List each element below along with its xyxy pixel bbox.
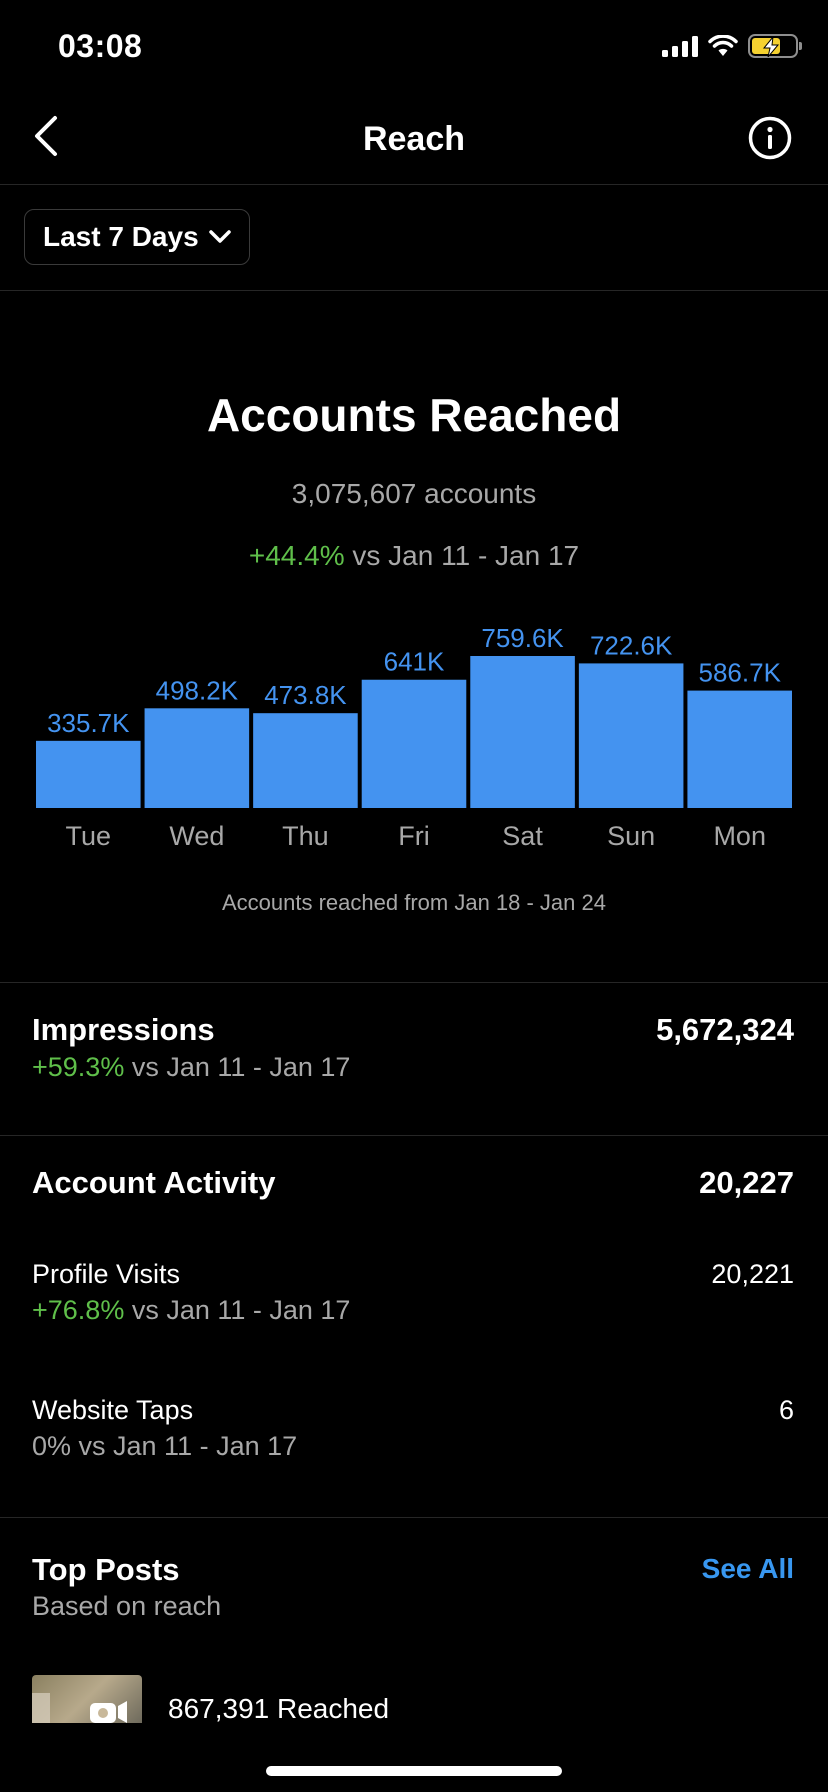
chart-bar-mon[interactable] — [687, 690, 792, 808]
impressions-label: Impressions — [32, 1012, 215, 1047]
date-range-dropdown[interactable]: Last 7 Days — [24, 209, 250, 265]
divider — [0, 1135, 828, 1136]
chevron-left-icon — [35, 116, 57, 156]
impressions-comparison: +59.3% vs Jan 11 - Jan 17 — [32, 1052, 350, 1083]
chart-value-label: 498.2K — [156, 675, 239, 705]
battery-charging-icon — [748, 34, 802, 58]
impressions-value: 5,672,324 — [656, 1012, 794, 1047]
reach-compare-period: vs Jan 11 - Jan 17 — [344, 540, 580, 571]
info-icon — [748, 116, 792, 160]
impressions-compare-period: vs Jan 11 - Jan 17 — [124, 1052, 351, 1082]
website-taps-label: Website Taps — [32, 1395, 194, 1425]
chart-day-label: Mon — [713, 821, 766, 851]
website-taps-comparison: 0% vs Jan 11 - Jan 17 — [32, 1431, 298, 1461]
chart-value-label: 335.7K — [47, 708, 130, 738]
info-button[interactable] — [748, 116, 792, 160]
reach-comparison: +44.4% vs Jan 11 - Jan 17 — [0, 540, 828, 572]
chart-day-label: Wed — [169, 821, 224, 851]
chart-value-label: 722.6K — [590, 630, 673, 660]
top-post-thumbnail[interactable] — [32, 1675, 142, 1723]
chart-day-label: Fri — [398, 821, 429, 851]
chart-value-label: 641K — [384, 647, 445, 677]
top-post-reached: 867,391 Reached — [168, 1693, 390, 1724]
profile-visits-label: Profile Visits — [32, 1259, 181, 1289]
nav-header: Reach — [0, 90, 828, 185]
impressions-change: +59.3% — [32, 1052, 125, 1082]
account-activity-value: 20,227 — [699, 1165, 794, 1200]
website-taps-value: 6 — [778, 1395, 794, 1425]
video-icon — [32, 1693, 127, 1723]
wifi-icon — [708, 35, 738, 56]
date-range-label: Last 7 Days — [43, 221, 199, 252]
chart-day-label: Sat — [502, 821, 543, 851]
chart-caption: Accounts reached from Jan 18 - Jan 24 — [222, 890, 606, 915]
reach-change: +44.4% — [248, 540, 345, 571]
chart-bar-tue[interactable] — [36, 740, 141, 808]
page-title: Reach — [362, 120, 466, 158]
chart-bar-sun[interactable] — [578, 663, 684, 808]
profile-visits-change: +76.8% — [32, 1295, 125, 1325]
status-time: 03:08 — [58, 28, 143, 64]
status-icons — [662, 34, 802, 58]
divider — [0, 982, 828, 983]
filter-row: Last 7 Days — [0, 185, 828, 291]
profile-visits-compare-period: vs Jan 11 - Jan 17 — [124, 1295, 351, 1325]
profile-visits-comparison: +76.8% vs Jan 11 - Jan 17 — [32, 1295, 350, 1326]
chart-bar-fri[interactable] — [361, 679, 467, 808]
account-activity-label: Account Activity — [32, 1165, 276, 1200]
section-title: Accounts Reached — [206, 389, 622, 441]
chart-value-label: 759.6K — [481, 623, 564, 653]
chevron-down-icon — [208, 230, 231, 243]
cellular-signal-icon — [662, 35, 698, 57]
chart-bar-wed[interactable] — [144, 708, 250, 808]
chart-bar-thu[interactable] — [253, 713, 358, 808]
see-all-link[interactable]: See All — [701, 1553, 794, 1584]
chart-value-label: 473.8K — [264, 680, 347, 710]
chart-day-label: Tue — [66, 821, 112, 851]
profile-visits-value: 20,221 — [711, 1259, 794, 1289]
reach-bar-chart: 335.7K Tue 498.2K Wed 473.8K Thu 641K Fri 759.6K… — [36, 623, 792, 851]
top-posts-title: Top Posts — [32, 1552, 180, 1587]
chart-day-label: Thu — [282, 821, 329, 851]
chart-bar-sat[interactable] — [470, 656, 575, 808]
chart-value-label: 586.7K — [699, 658, 782, 688]
home-indicator — [266, 1766, 562, 1776]
top-posts-subtitle: Based on reach — [32, 1591, 222, 1621]
divider — [0, 1517, 828, 1518]
back-button[interactable] — [28, 114, 68, 158]
chart-day-label: Sun — [607, 821, 655, 851]
accounts-total: 3,075,607 accounts — [291, 478, 537, 509]
